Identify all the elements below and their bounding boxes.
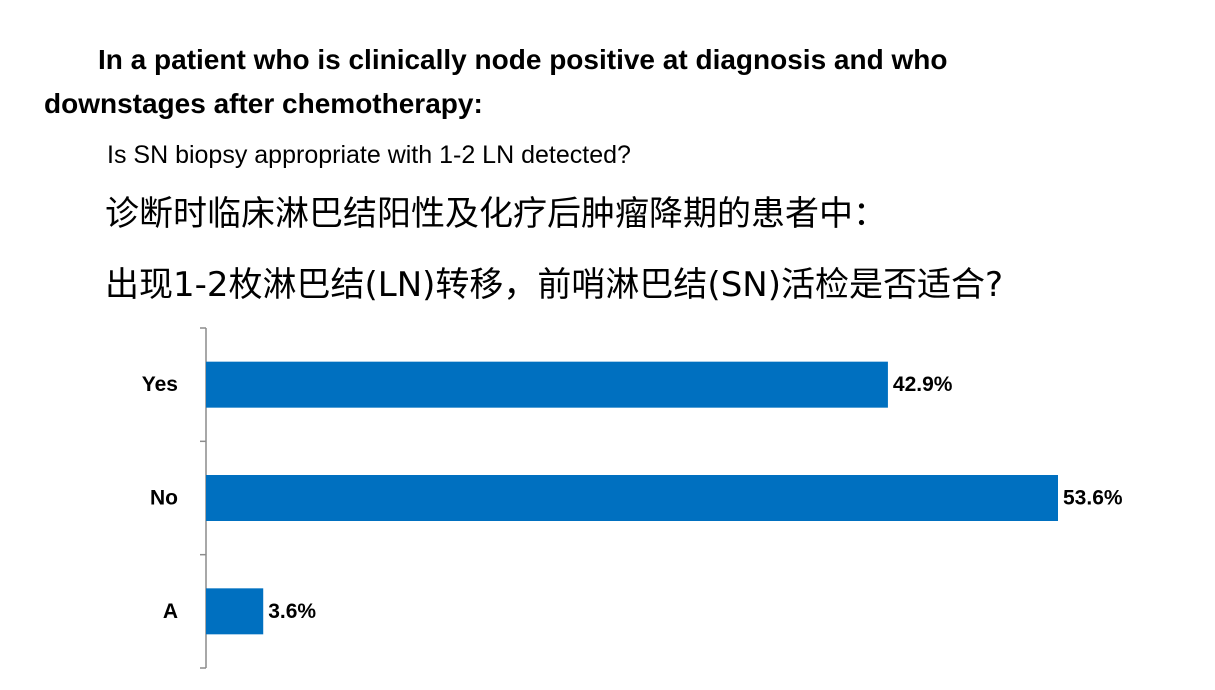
question-english: Is SN biopsy appropriate with 1-2 LN det… [107,141,631,169]
data-labels: 42.9% 53.6% 3.6% [268,373,1123,623]
category-label: No [150,487,178,510]
title-line-2: downstages after chemotherapy: [44,88,483,119]
category-axis: Yes No A [142,327,207,669]
data-label: 53.6% [1063,487,1123,510]
category-label: Yes [142,373,178,396]
data-label: 42.9% [893,373,953,396]
bar-a [206,588,264,635]
bar-series [206,361,1058,635]
bar-yes [206,361,888,408]
data-label: 3.6% [268,600,316,623]
question-chinese-line-2: 出现1-2枚淋巴结(LN)转移，前哨淋巴结(SN)活检是否适合? [105,265,1004,305]
category-label: A [163,600,178,623]
bar-no [206,475,1058,521]
bar-chart: Yes No A 42.9% 53.6% 3.6% [142,327,1123,669]
chart-title: In a patient who is clinically node posi… [44,38,1164,126]
title-line-1: In a patient who is clinically node posi… [98,44,948,75]
question-chinese-line-1: 诊断时临床淋巴结阳性及化疗后肿瘤降期的患者中： [105,194,887,234]
